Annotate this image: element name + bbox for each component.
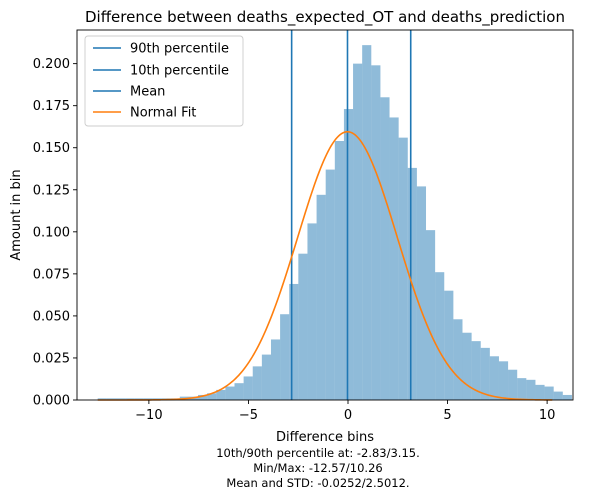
histogram-bar xyxy=(553,391,563,400)
y-tick-label: 0.075 xyxy=(33,267,70,282)
histogram-bar xyxy=(106,398,116,400)
legend-label-normal-fit: Normal Fit xyxy=(130,106,196,121)
histogram-bar xyxy=(261,354,271,400)
legend: 90th percentile 10th percentile Mean Nor… xyxy=(84,35,244,127)
y-tick-label: 0.150 xyxy=(33,141,70,156)
legend-box xyxy=(84,35,244,127)
histogram-bar xyxy=(307,223,317,400)
caption-line-1: 10th/90th percentile at: -2.83/3.15. xyxy=(216,446,420,460)
histogram-bar xyxy=(115,398,126,400)
y-tick-label: 0.050 xyxy=(33,309,70,324)
y-tick-label: 0.125 xyxy=(33,183,70,198)
histogram-bar xyxy=(289,283,299,400)
x-tick-label: −10 xyxy=(135,408,162,423)
histogram-bar xyxy=(426,230,436,400)
histogram-bar xyxy=(362,45,372,401)
normal-fit-curve xyxy=(97,130,553,401)
histogram-bar xyxy=(225,386,235,400)
histogram-bar xyxy=(453,319,463,400)
x-tick-label: −5 xyxy=(239,408,258,423)
histogram-bar xyxy=(526,379,536,400)
histogram-bar xyxy=(444,290,454,400)
legend-label-mean: Mean xyxy=(130,85,165,100)
histogram-bar xyxy=(198,394,208,400)
histogram-bar xyxy=(517,378,527,400)
histogram-bar xyxy=(325,169,335,400)
histogram-bar xyxy=(125,398,135,400)
x-tick-label: 0 xyxy=(344,408,352,423)
histogram-bar xyxy=(480,347,490,400)
x-tick-label: 5 xyxy=(443,408,451,423)
histogram-bar xyxy=(316,194,326,400)
histogram-bar xyxy=(508,369,518,400)
histogram-bar xyxy=(398,137,408,401)
histogram-bar xyxy=(343,109,354,400)
histogram-bars xyxy=(97,45,572,401)
x-tick-label: 10 xyxy=(539,408,556,423)
histogram-bar xyxy=(498,361,509,400)
histogram-bar xyxy=(389,117,399,401)
caption-line-2: Min/Max: -12.57/10.26 xyxy=(253,461,382,475)
histogram-bar xyxy=(134,398,144,400)
y-axis-label: Amount in bin xyxy=(9,169,24,260)
histogram-bar xyxy=(234,383,244,400)
legend-label-10th: 10th percentile xyxy=(130,64,229,79)
histogram-bar xyxy=(371,65,381,401)
y-tick-label: 0.025 xyxy=(33,351,70,366)
histogram-bar xyxy=(243,376,253,400)
histogram-bar xyxy=(353,63,363,401)
histogram-bar xyxy=(471,341,481,400)
histogram-bar xyxy=(435,272,445,400)
histogram-bar xyxy=(216,389,226,400)
histogram-bar xyxy=(462,332,472,400)
histogram-bar xyxy=(535,384,545,400)
y-tick-label: 0.000 xyxy=(33,394,70,409)
chart-title: Difference between deaths_expected_OT an… xyxy=(85,8,565,27)
y-axis-ticks: 0.000 0.025 0.050 0.075 0.100 0.125 0.150 0.175… xyxy=(33,57,77,409)
histogram-bar xyxy=(334,141,344,400)
histogram-bar xyxy=(562,394,572,400)
x-axis-label: Difference bins xyxy=(276,430,374,445)
histogram-bar xyxy=(416,186,427,400)
histogram-bar xyxy=(270,339,281,400)
histogram-bar xyxy=(97,398,107,400)
x-axis-ticks: −10 −5 0 5 10 xyxy=(135,400,555,423)
histogram-bar xyxy=(207,393,217,400)
caption-line-3: Mean and STD: -0.0252/2.5012. xyxy=(226,476,409,490)
histogram-bar xyxy=(489,356,499,400)
histogram-bar xyxy=(544,386,554,400)
y-tick-label: 0.100 xyxy=(33,225,70,240)
legend-label-90th: 90th percentile xyxy=(130,42,229,57)
histogram-bar xyxy=(252,366,262,400)
y-tick-label: 0.200 xyxy=(33,57,70,72)
histogram-bar xyxy=(280,314,290,400)
histogram-bar xyxy=(298,253,308,400)
plot-frame xyxy=(76,29,574,401)
y-tick-label: 0.175 xyxy=(33,99,70,114)
vertical-lines xyxy=(290,30,412,400)
histogram-bar xyxy=(380,97,390,400)
